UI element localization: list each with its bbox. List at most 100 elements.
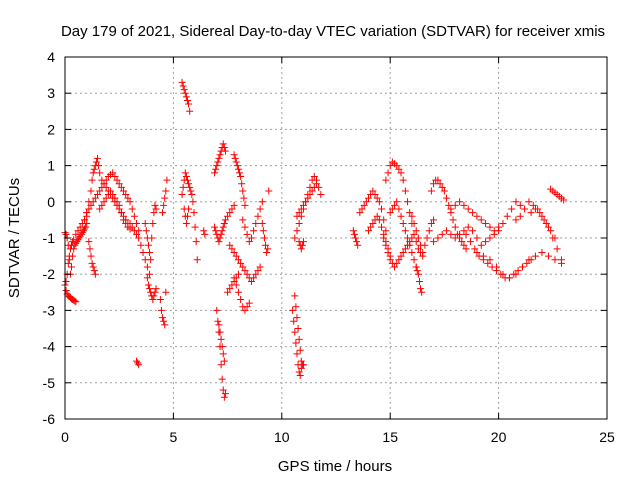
data-point-arc-5h-low — [182, 220, 190, 228]
data-point-arc-22h — [527, 209, 535, 217]
data-point-arc-6h-b — [201, 230, 209, 238]
data-point-arc-18h-top — [508, 205, 516, 213]
data-point-arc-8h-wave — [247, 234, 255, 242]
data-point-arc-15h-mid — [391, 263, 399, 271]
data-point-arc-8h-low — [230, 274, 238, 282]
data-point-arc-14h-a — [369, 187, 377, 195]
data-point-arc-7h-mid — [228, 205, 236, 213]
data-point-arc-7h-mid — [230, 201, 238, 209]
data-point-arc-9h — [263, 248, 271, 256]
data-point-arc-1h-cluster — [133, 230, 141, 238]
data-point-arc-7h-up — [214, 158, 222, 166]
data-point-arc-16h — [425, 227, 433, 235]
data-point-arc-17h-mid — [460, 227, 468, 235]
data-point-arc-17h-mid — [486, 234, 494, 242]
data-point-arc-4h-a — [141, 220, 149, 228]
data-point-arc-17h-mid — [438, 230, 446, 238]
data-point-arc-early-descend — [62, 286, 70, 294]
data-point-arc-16h — [427, 220, 435, 228]
data-point-arc-7h-mid — [226, 209, 234, 217]
data-point-arc-17h-top — [449, 216, 457, 224]
data-point-arc-11h-c — [298, 241, 306, 249]
data-point-arc-4h-a — [148, 234, 156, 242]
data-point-arc-7h-drop — [220, 393, 228, 401]
data-point-arc-20h-lower — [486, 256, 494, 264]
data-point-arc-17h-mid — [443, 227, 451, 235]
data-point-arc-8h-up — [234, 165, 242, 173]
data-point-arc-1h-lower — [133, 220, 141, 228]
data-point-arc-18h-top — [482, 220, 490, 228]
data-point-arc-2h-mid — [100, 198, 108, 206]
data-point-arc-17h-top — [438, 183, 446, 191]
data-point-arc-10h-a — [296, 372, 304, 380]
data-point-arc-early-rise — [75, 234, 83, 242]
data-point-arc-15h-mid — [401, 245, 409, 253]
data-point-arc-2h-mid — [96, 205, 104, 213]
data-point-arc-19h-wave — [466, 238, 474, 246]
data-point-arc-20h-lower — [479, 252, 487, 260]
data-point-arc-4h-a — [150, 209, 158, 217]
data-point-arc-1h-drop — [86, 245, 94, 253]
data-point-arc-10h-b — [296, 346, 304, 354]
data-point-arc-15h-mid — [380, 234, 388, 242]
data-point-arc-3h-drop — [135, 234, 143, 242]
data-point-arc-11h-b — [295, 209, 303, 217]
data-point-arc-15h-top — [406, 209, 414, 217]
data-point-arc-13h — [352, 234, 360, 242]
data-point-arc-20h-lower — [512, 270, 520, 278]
data-point-arc-early-rise — [76, 232, 84, 240]
data-point-arc-19h-wave — [462, 230, 470, 238]
x-tick-label: 20 — [491, 429, 507, 445]
data-point-arc-11h-b — [302, 198, 310, 206]
data-point-arc-7h-mid — [212, 227, 220, 235]
data-point-arc-8h-mid — [230, 248, 238, 256]
data-point-arc-18h-top — [469, 209, 477, 217]
y-tick-label: 1 — [47, 158, 55, 174]
data-point-arc-20h-lower — [525, 256, 533, 264]
data-point-arc-21h-up — [521, 205, 529, 213]
data-point-arc-15h-top — [404, 198, 412, 206]
data-point-arc-1h-cluster — [88, 176, 96, 184]
data-point-arc-16h — [421, 241, 429, 249]
data-point-arc-22h — [531, 205, 539, 213]
data-point-arc-19h-wave — [471, 245, 479, 253]
data-point-arc-3h-drop — [146, 270, 154, 278]
data-point-arc-8h-mid — [247, 277, 255, 285]
data-point-arc-17h-top — [458, 238, 466, 246]
data-point-arc-4h-c — [161, 321, 169, 329]
data-point-arc-15h-low — [386, 209, 394, 217]
data-point-arc-18h-top — [516, 201, 524, 209]
data-point-arc-20h-lower — [499, 270, 507, 278]
data-point-arc-16h — [430, 216, 438, 224]
data-point-arc-15h-low — [406, 241, 414, 249]
data-point-arc-5h-mid — [189, 198, 197, 206]
data-point-arc-13h — [353, 238, 361, 246]
data-point-arc-14h-b — [373, 212, 381, 220]
data-point-arc-5h-mid — [193, 256, 201, 264]
data-point-arc-4h-d — [162, 187, 170, 195]
data-point-arc-7h-mid — [219, 223, 227, 231]
data-point-arc-15h-low — [399, 220, 407, 228]
data-point-arc-3h-isolated — [133, 357, 141, 365]
data-point-arc-21h-up — [542, 220, 550, 228]
data-point-arc-8h-mid — [232, 252, 240, 260]
data-point-arc-8h-wave — [250, 227, 258, 235]
data-point-arc-2h-mid — [113, 198, 121, 206]
data-point-arc-1h-lower — [102, 176, 110, 184]
data-point-arc-4h-b — [143, 274, 151, 282]
data-point-arc-4h-b — [146, 285, 154, 293]
data-point-arc-10h-b — [293, 314, 301, 322]
data-point-arc-2h-mid — [120, 216, 128, 224]
x-axis-label: GPS time / hours — [278, 458, 392, 475]
data-point-arc-15h-mid — [382, 241, 390, 249]
data-point-arc-8h-wave — [241, 223, 249, 231]
data-point-arc-17h-mid — [477, 241, 485, 249]
data-point-arc-4h-a — [152, 205, 160, 213]
y-tick-label: -4 — [43, 339, 56, 355]
data-point-arc-1h-cluster — [94, 154, 102, 162]
data-point-arc-3h-isolated — [135, 361, 143, 369]
data-point-arc-20h-lower — [551, 256, 559, 264]
data-point-arc-7h-drop — [217, 361, 225, 369]
data-point-arc-16h-drop — [417, 285, 425, 293]
data-point-arc-21h-up — [529, 201, 537, 209]
